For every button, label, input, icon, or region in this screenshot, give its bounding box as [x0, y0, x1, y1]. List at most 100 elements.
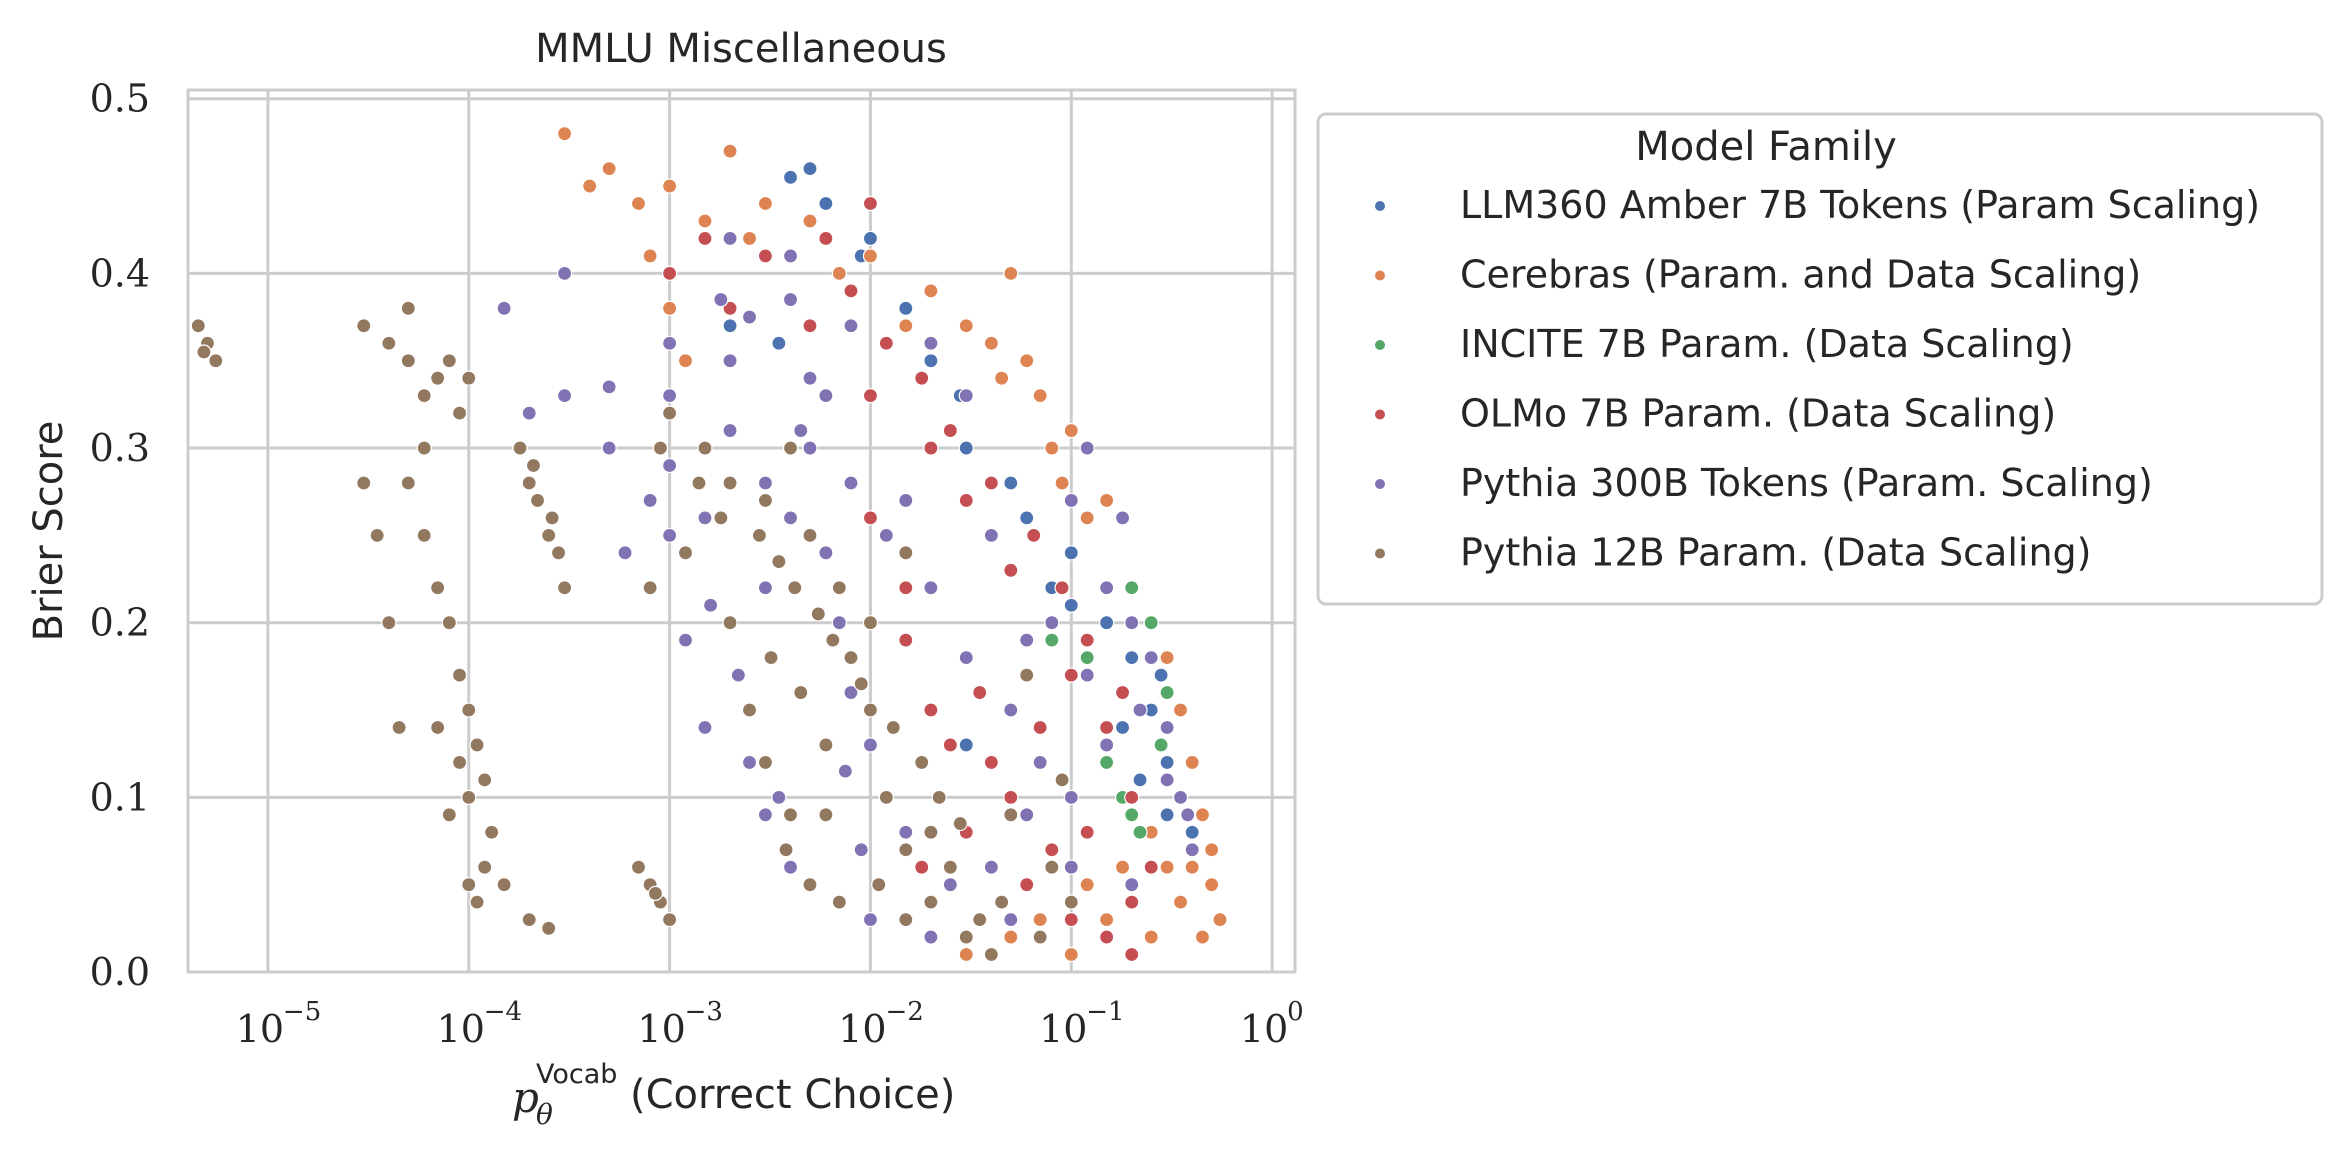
data-point: [923, 440, 939, 456]
y-tick-label: 0.4: [90, 251, 150, 295]
data-point: [1003, 702, 1019, 718]
data-point: [521, 475, 537, 491]
data-point: [208, 353, 224, 369]
data-point: [416, 527, 432, 543]
data-point: [469, 737, 485, 753]
data-point: [923, 283, 939, 299]
data-point: [541, 920, 557, 936]
data-point: [1054, 475, 1070, 491]
data-point: [1124, 807, 1140, 823]
legend-label: Pythia 12B Param. (Data Scaling): [1460, 531, 2091, 575]
data-point: [1159, 772, 1175, 788]
data-point: [1212, 912, 1228, 928]
legend-label: INCITE 7B Param. (Data Scaling): [1460, 322, 2074, 366]
series-points: [190, 300, 1079, 963]
data-point: [1063, 597, 1079, 613]
data-point: [722, 300, 738, 316]
data-point: [661, 300, 678, 316]
legend-label: LLM360 Amber 7B Tokens (Param Scaling): [1460, 183, 2260, 227]
data-point: [741, 230, 758, 247]
data-point: [1063, 912, 1079, 928]
data-point: [550, 545, 567, 561]
legend-label: OLMo 7B Param. (Data Scaling): [1460, 392, 2056, 436]
x-tick-exponent: −1: [1086, 997, 1124, 1027]
x-tick-label: 100: [1240, 997, 1304, 1051]
x-tick-mantissa: 10: [838, 1007, 886, 1051]
data-point: [757, 807, 774, 823]
data-point: [730, 667, 746, 683]
data-point: [831, 894, 847, 910]
data-point: [525, 457, 542, 474]
x-tick-mantissa: 10: [1039, 1007, 1087, 1051]
data-point: [802, 160, 818, 177]
data-point: [1124, 580, 1140, 596]
data-point: [898, 824, 914, 840]
data-point: [771, 335, 787, 351]
data-point: [601, 379, 617, 395]
data-point: [556, 126, 573, 142]
data-point: [1194, 807, 1211, 823]
data-point: [1079, 667, 1095, 683]
data-point: [1143, 859, 1159, 875]
y-tick-labels: 0.0 0.1 0.2 0.3 0.4 0.5: [90, 77, 150, 994]
data-point: [843, 684, 859, 701]
data-point: [958, 318, 974, 334]
y-tick-label: 0.3: [90, 426, 150, 470]
data-point: [1159, 807, 1175, 823]
data-point: [1063, 422, 1079, 439]
data-point: [1124, 650, 1140, 666]
data-point: [1019, 667, 1035, 683]
data-point: [451, 667, 468, 683]
x-tick-exponent: −4: [484, 997, 522, 1027]
data-point: [914, 859, 930, 875]
data-point: [697, 230, 713, 247]
data-point: [642, 492, 658, 509]
data-point: [601, 440, 617, 456]
data-point: [691, 475, 707, 491]
data-point: [1184, 824, 1200, 840]
data-point: [994, 894, 1010, 910]
data-point: [661, 912, 678, 928]
data-point: [1079, 877, 1095, 893]
data-point: [862, 230, 879, 247]
data-point: [661, 178, 678, 194]
x-tick-label: 10−4: [437, 997, 523, 1051]
data-point: [1019, 510, 1035, 526]
data-point: [931, 789, 947, 805]
data-point: [843, 283, 859, 299]
data-point: [702, 597, 719, 613]
data-point: [1003, 807, 1019, 823]
data-point: [647, 885, 664, 902]
series-points: [722, 160, 1200, 840]
data-point: [862, 737, 879, 753]
data-point: [1079, 650, 1095, 666]
data-point: [771, 553, 787, 570]
data-point: [697, 440, 713, 456]
data-point: [793, 684, 809, 701]
data-point: [1153, 667, 1169, 683]
data-point: [923, 702, 939, 718]
data-point: [556, 388, 573, 404]
data-point: [1099, 580, 1115, 596]
data-point: [1054, 772, 1070, 788]
data-point: [942, 422, 958, 439]
data-point: [782, 807, 799, 823]
legend-title: Model Family: [1635, 124, 1897, 170]
legend-marker: [1375, 201, 1385, 211]
data-point: [1079, 824, 1095, 840]
data-point: [400, 300, 416, 316]
data-point: [741, 754, 758, 771]
data-point: [661, 388, 678, 404]
data-point: [661, 405, 678, 421]
data-point: [1204, 842, 1220, 858]
data-point: [1184, 859, 1200, 875]
data-point: [196, 344, 212, 360]
x-tick-exponent: −5: [283, 997, 321, 1027]
y-axis-label: Brier Score: [26, 421, 72, 642]
series-points: [496, 230, 1200, 945]
data-point: [923, 353, 939, 369]
data-point: [994, 370, 1010, 386]
data-point: [972, 912, 988, 928]
data-point: [1204, 877, 1220, 893]
